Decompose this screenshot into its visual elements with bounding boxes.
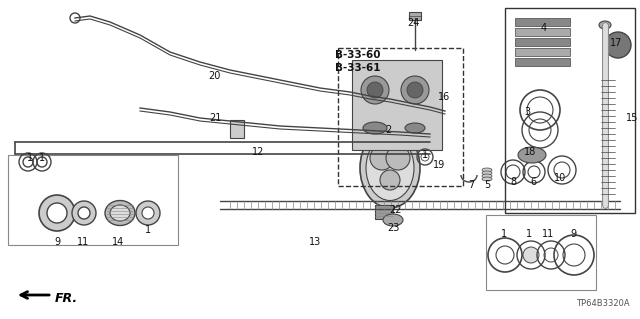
- Text: 14: 14: [112, 237, 124, 247]
- Text: 18: 18: [524, 147, 536, 157]
- Circle shape: [78, 207, 90, 219]
- Ellipse shape: [482, 168, 492, 172]
- Ellipse shape: [599, 21, 611, 29]
- Circle shape: [142, 207, 154, 219]
- Circle shape: [367, 82, 383, 98]
- Text: 22: 22: [388, 205, 401, 215]
- Text: 11: 11: [542, 229, 554, 239]
- Text: 12: 12: [252, 147, 264, 157]
- Ellipse shape: [110, 205, 130, 221]
- Ellipse shape: [383, 214, 403, 226]
- Circle shape: [361, 76, 389, 104]
- Circle shape: [380, 170, 400, 190]
- Text: 20: 20: [208, 71, 220, 81]
- Text: 24: 24: [407, 18, 419, 28]
- Text: 11: 11: [77, 237, 89, 247]
- Circle shape: [523, 247, 539, 263]
- Bar: [515, 38, 570, 46]
- Ellipse shape: [405, 123, 425, 133]
- Circle shape: [386, 146, 410, 170]
- Text: 1: 1: [501, 229, 507, 239]
- Ellipse shape: [363, 122, 387, 134]
- Circle shape: [401, 76, 429, 104]
- Bar: [515, 48, 570, 56]
- Bar: [375, 205, 393, 219]
- Bar: [515, 58, 570, 66]
- Text: 10: 10: [554, 173, 566, 183]
- Text: 13: 13: [309, 237, 321, 247]
- Bar: [515, 18, 570, 26]
- Text: 16: 16: [438, 92, 450, 102]
- Text: 3: 3: [524, 107, 530, 117]
- Circle shape: [605, 32, 631, 58]
- Bar: [486, 215, 596, 290]
- Text: 6: 6: [530, 177, 536, 187]
- Bar: [352, 60, 442, 150]
- Text: 2: 2: [385, 125, 391, 135]
- Ellipse shape: [518, 147, 546, 163]
- Ellipse shape: [482, 174, 492, 178]
- Text: 9: 9: [54, 237, 60, 247]
- Ellipse shape: [482, 171, 492, 175]
- Text: B-33-61: B-33-61: [335, 63, 381, 73]
- Text: 9: 9: [570, 229, 576, 239]
- Text: TP64B3320A: TP64B3320A: [577, 299, 630, 308]
- Text: 5: 5: [484, 180, 490, 190]
- Circle shape: [72, 201, 96, 225]
- Circle shape: [407, 82, 423, 98]
- Circle shape: [39, 195, 75, 231]
- Text: 1: 1: [39, 153, 45, 163]
- Text: 7: 7: [468, 180, 474, 190]
- Text: 1: 1: [145, 225, 151, 235]
- Ellipse shape: [105, 201, 135, 226]
- Text: 8: 8: [510, 177, 516, 187]
- Circle shape: [47, 203, 67, 223]
- Text: 19: 19: [433, 160, 445, 170]
- Bar: [230, 120, 244, 138]
- Text: 15: 15: [626, 113, 638, 123]
- Bar: [409, 12, 421, 20]
- Text: 17: 17: [610, 38, 622, 48]
- Ellipse shape: [482, 177, 492, 181]
- Bar: [338, 48, 463, 186]
- Circle shape: [136, 201, 160, 225]
- Text: FR.: FR.: [55, 293, 78, 306]
- Text: 1: 1: [27, 153, 33, 163]
- Ellipse shape: [366, 136, 414, 201]
- Text: 1: 1: [526, 229, 532, 239]
- Text: 23: 23: [387, 223, 399, 233]
- Bar: [515, 28, 570, 36]
- Bar: [505, 8, 635, 213]
- Text: 4: 4: [541, 23, 547, 33]
- Ellipse shape: [360, 128, 420, 208]
- Bar: [8, 155, 178, 245]
- Text: 1: 1: [422, 150, 428, 160]
- Text: B-33-60: B-33-60: [335, 50, 381, 60]
- Text: 21: 21: [209, 113, 221, 123]
- Circle shape: [370, 146, 394, 170]
